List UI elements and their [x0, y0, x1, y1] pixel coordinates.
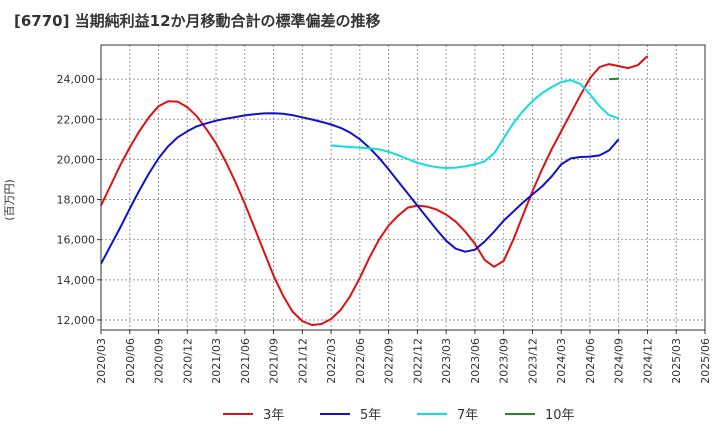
x-tick-label: 2021/09 [268, 338, 281, 384]
x-tick-label: 2022/06 [354, 338, 367, 384]
x-tick-label: 2020/03 [95, 338, 108, 384]
x-tick-label: 2023/12 [526, 338, 539, 384]
x-tick-label: 2021/03 [210, 338, 223, 384]
y-tick-label: 24,000 [57, 73, 96, 86]
x-tick-label: 2024/12 [641, 338, 654, 384]
y-tick-label: 20,000 [57, 153, 96, 166]
y-axis-ticks: 12,000 14,000 16,000 18,000 20,000 22,000 24,0… [57, 73, 101, 327]
series-line-3 [330, 79, 620, 169]
legend: 3年 5年 7年 10年 [223, 408, 575, 423]
series-line-1 [100, 55, 649, 326]
x-tick-label: 2020/12 [181, 338, 194, 384]
x-tick-label: 2021/06 [239, 338, 252, 384]
x-tick-label: 2025/06 [699, 338, 712, 384]
x-tick-label: 2022/12 [411, 338, 424, 384]
legend-label-1: 3年 [263, 408, 284, 423]
y-axis-label: (百万円) [3, 179, 16, 221]
legend-label-4: 10年 [545, 408, 575, 423]
series-layer [100, 55, 649, 326]
x-axis-ticks: 2020/03 2020/06 2020/09 2020/12 2021/03 2021/… [95, 330, 712, 384]
x-tick-label: 2020/09 [153, 338, 166, 384]
x-tick-label: 2024/03 [555, 338, 568, 384]
plot-frame [100, 44, 706, 331]
x-tick-label: 2022/03 [325, 338, 338, 384]
y-tick-label: 16,000 [57, 234, 96, 247]
y-tick-label: 14,000 [57, 274, 96, 287]
y-tick-label: 12,000 [57, 314, 96, 327]
chart-title: [6770] 当期純利益12か月移動合計の標準偏差の推移 [14, 12, 381, 30]
x-tick-label: 2023/09 [498, 338, 511, 384]
x-tick-label: 2021/12 [296, 338, 309, 384]
legend-label-2: 5年 [360, 408, 381, 423]
x-tick-label: 2022/09 [383, 338, 396, 384]
x-tick-label: 2024/09 [613, 338, 626, 384]
legend-label-3: 7年 [457, 408, 478, 423]
x-tick-label: 2025/03 [670, 338, 683, 384]
y-tick-label: 22,000 [57, 113, 96, 126]
x-tick-label: 2020/06 [124, 338, 137, 384]
y-tick-label: 18,000 [57, 194, 96, 207]
series-line-2 [100, 112, 620, 265]
x-tick-label: 2023/06 [469, 338, 482, 384]
x-tick-label: 2023/03 [440, 338, 453, 384]
x-tick-label: 2024/06 [584, 338, 597, 384]
